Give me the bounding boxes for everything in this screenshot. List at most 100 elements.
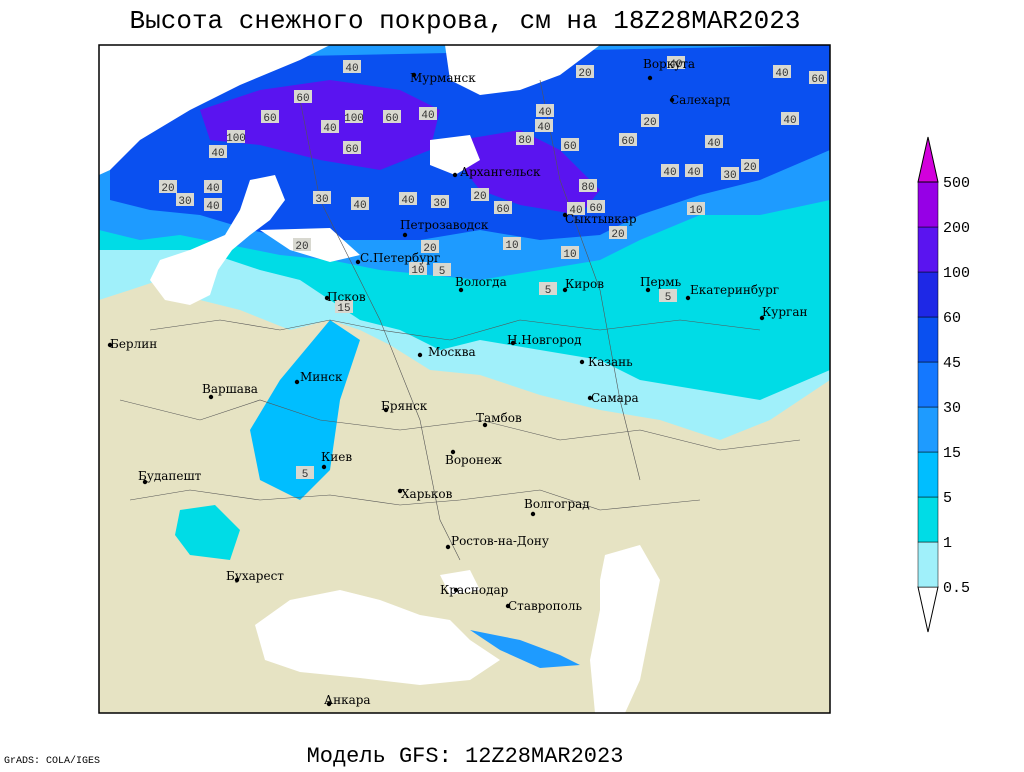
contour-label: 15 <box>337 303 350 315</box>
footer: Модель GFS: 12Z28MAR2023 <box>307 744 624 768</box>
contour-label: 30 <box>178 196 191 208</box>
contour-label: 80 <box>581 182 594 194</box>
contour-label-bg <box>409 262 427 275</box>
legend-swatch <box>917 271 939 318</box>
legend-label: 500 <box>943 175 970 192</box>
title: Высота снежного покрова, см на 18Z28MAR2… <box>130 6 801 36</box>
contour-label-bg <box>227 130 245 143</box>
contour-label: 40 <box>537 122 550 134</box>
city-label: Анкара <box>324 693 371 707</box>
contour-label: 40 <box>206 201 219 213</box>
city-dot <box>647 75 653 81</box>
snow-ukraine <box>250 320 360 500</box>
city-label: Вологда <box>455 275 507 289</box>
city-label: Архангельск <box>460 165 541 179</box>
contour-label: 30 <box>723 170 736 182</box>
contour-label: 40 <box>687 167 700 179</box>
contour-label: 40 <box>669 59 682 71</box>
contour-label: 60 <box>345 144 358 156</box>
contour-label-bg <box>399 192 417 205</box>
contour-label-bg <box>503 237 521 250</box>
city-dot <box>669 97 675 103</box>
city-dot <box>759 315 765 321</box>
contour-label-bg <box>494 201 512 214</box>
caspian-sea <box>590 545 660 713</box>
city-dot <box>417 352 423 358</box>
contour-label-bg <box>176 193 194 206</box>
contour-label-bg <box>321 120 339 133</box>
contour-label: 40 <box>421 110 434 122</box>
contour-label-bg <box>431 195 449 208</box>
contour-label: 40 <box>401 195 414 207</box>
legend-label: 100 <box>943 265 970 282</box>
contour-label-bg <box>535 119 553 132</box>
contour-label-bg <box>343 60 361 73</box>
city-label: Казань <box>588 355 633 369</box>
city-dot <box>562 287 568 293</box>
contour-label-bg <box>159 180 177 193</box>
city-label: Курган <box>762 305 807 319</box>
contour-label: 60 <box>496 204 509 216</box>
contour-label-bg <box>383 110 401 123</box>
city-label: Воркута <box>643 57 695 71</box>
city-dot <box>579 359 585 365</box>
contour-label: 20 <box>473 191 486 203</box>
legend-swatch <box>917 451 939 498</box>
city-label: Киров <box>565 277 604 291</box>
city-dot <box>453 587 459 593</box>
contour-label-bg <box>516 132 534 145</box>
baltic-sea <box>150 175 285 305</box>
black-sea <box>255 590 500 685</box>
contour-label-bg <box>335 300 353 313</box>
city-label: Будапешт <box>138 469 202 483</box>
contour-label: 60 <box>811 74 824 86</box>
contour-label: 20 <box>423 243 436 255</box>
contour-label: 80 <box>518 135 531 147</box>
city-dot <box>321 464 327 470</box>
contour-label: 20 <box>643 117 656 129</box>
contour-label: 5 <box>545 285 552 297</box>
city-label: Волгоград <box>524 497 590 511</box>
city-dot <box>355 259 361 265</box>
legend-label: 30 <box>943 400 961 417</box>
contour-label: 20 <box>295 241 308 253</box>
contour-label-bg <box>576 65 594 78</box>
city-label: Минск <box>300 370 343 384</box>
legend-swatch <box>917 406 939 453</box>
legend-swatch <box>917 541 939 588</box>
city-label: Петрозаводск <box>400 218 489 232</box>
contour-label: 40 <box>663 167 676 179</box>
contour-label-bg <box>351 197 369 210</box>
legend-label: 0.5 <box>943 580 970 597</box>
city-dot <box>326 701 332 707</box>
contour-label: 40 <box>538 107 551 119</box>
contour-label-bg <box>619 133 637 146</box>
city-label: Салехард <box>670 93 730 107</box>
city-label: Варшава <box>202 382 258 396</box>
city-label: Тамбов <box>476 411 522 425</box>
city-dot <box>107 342 113 348</box>
contour-label-bg <box>705 135 723 148</box>
contour-label: 60 <box>385 113 398 125</box>
legend-swatch <box>917 361 939 408</box>
contour-label-bg <box>296 466 314 479</box>
white-sea <box>430 135 480 175</box>
city-dot <box>562 212 568 218</box>
city-dot <box>294 379 300 385</box>
contour-label-bg <box>421 240 439 253</box>
contour-label-bg <box>685 164 703 177</box>
city-dot <box>530 511 536 517</box>
city-label: Берлин <box>110 337 157 351</box>
contour-label: 60 <box>263 113 276 125</box>
contour-label: 40 <box>206 183 219 195</box>
contour-label-bg <box>345 110 363 123</box>
legend-label: 1 <box>943 535 952 552</box>
snow-carpathians <box>175 505 240 560</box>
contour-label: 10 <box>563 249 576 261</box>
contour-label-bg <box>471 188 489 201</box>
contour-label: 5 <box>665 292 672 304</box>
city-label: Пермь <box>640 275 682 289</box>
city-label: Воронеж <box>445 453 502 467</box>
legend-label: 200 <box>943 220 970 237</box>
